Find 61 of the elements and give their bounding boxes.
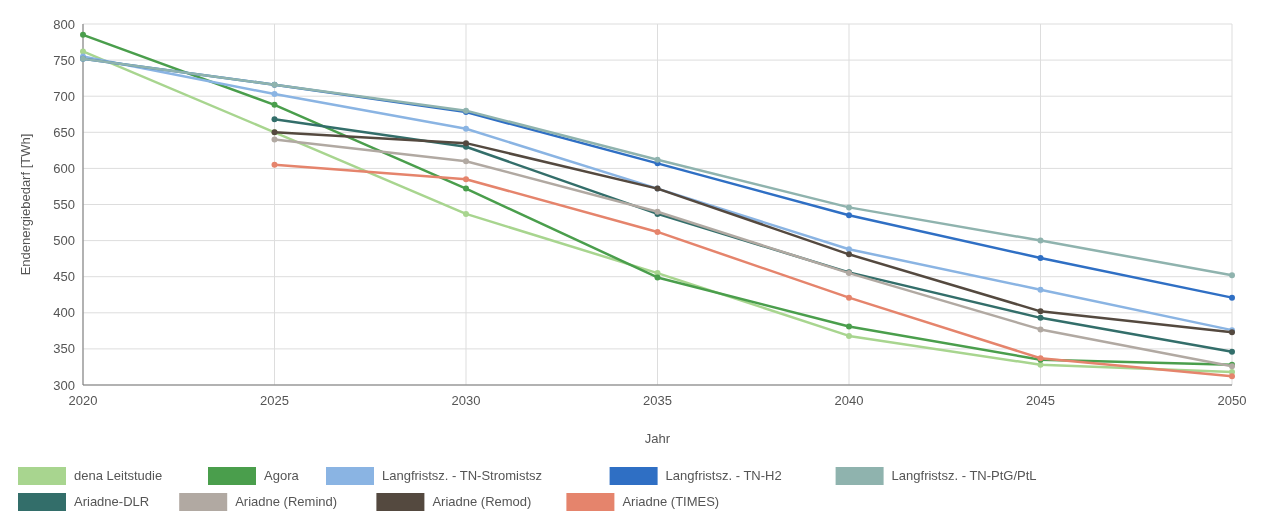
- point: [80, 31, 86, 38]
- point: [1229, 294, 1235, 301]
- legend-label: Ariadne (Remod): [432, 494, 532, 509]
- y-tick-label: 550: [53, 197, 75, 213]
- point: [1037, 286, 1044, 293]
- x-tick-label: 2025: [260, 393, 289, 408]
- y-tick-label: 350: [53, 341, 75, 357]
- y-tick-label: 650: [53, 124, 75, 140]
- point: [1229, 272, 1235, 279]
- point: [271, 161, 278, 168]
- point: [1229, 348, 1235, 355]
- point: [1037, 237, 1044, 244]
- point: [463, 185, 469, 192]
- y-tick-label: 750: [53, 52, 75, 68]
- point: [463, 176, 469, 183]
- point: [463, 158, 469, 165]
- legend-label: Ariadne-DLR: [74, 494, 150, 509]
- point: [1037, 254, 1044, 261]
- legend-label: Agora: [264, 468, 300, 483]
- point: [80, 48, 86, 55]
- y-tick-label: 600: [53, 160, 75, 176]
- point: [1037, 326, 1044, 333]
- point: [846, 212, 852, 219]
- point: [654, 156, 661, 163]
- legend-label: Langfristsz. - TN-PtG/PtL: [891, 468, 1037, 483]
- point: [271, 116, 278, 123]
- legend-label: dena Leitstudie: [74, 468, 163, 483]
- x-tick-label: 2035: [643, 393, 672, 408]
- x-tick-label: 2050: [1217, 393, 1247, 408]
- point: [846, 332, 852, 339]
- legend-label: Ariadne (TIMES): [622, 494, 720, 509]
- y-tick-label: 450: [53, 269, 75, 285]
- x-tick-label: 2020: [68, 393, 98, 408]
- x-axis-title: Jahr: [644, 431, 671, 446]
- point: [271, 101, 278, 108]
- point: [846, 323, 852, 330]
- point: [846, 251, 852, 258]
- x-tick-label: 2040: [834, 393, 864, 408]
- y-tick-label: 300: [53, 377, 75, 393]
- point: [846, 246, 852, 253]
- point: [1229, 373, 1235, 380]
- y-axis-title: Endenergiebedarf [TWh]: [18, 133, 33, 276]
- y-tick-label: 800: [53, 16, 75, 32]
- y-tick-label: 400: [53, 305, 75, 321]
- point: [654, 274, 661, 281]
- x-tick-label: 2030: [451, 393, 481, 408]
- point: [846, 204, 852, 211]
- point: [463, 210, 469, 217]
- point: [1037, 314, 1044, 321]
- point: [846, 294, 852, 301]
- legend-label: Ariadne (Remind): [235, 494, 338, 509]
- point: [271, 91, 278, 98]
- y-tick-label: 500: [53, 233, 75, 249]
- legend-label: Langfristsz. - TN-Stromistsz: [382, 468, 543, 483]
- point: [1037, 308, 1044, 315]
- point: [654, 228, 661, 235]
- legend-label: Langfristsz. - TN-H2: [665, 468, 782, 483]
- point: [463, 125, 469, 132]
- y-tick-label: 700: [53, 88, 75, 104]
- point: [271, 136, 278, 143]
- x-tick-label: 2045: [1026, 393, 1055, 408]
